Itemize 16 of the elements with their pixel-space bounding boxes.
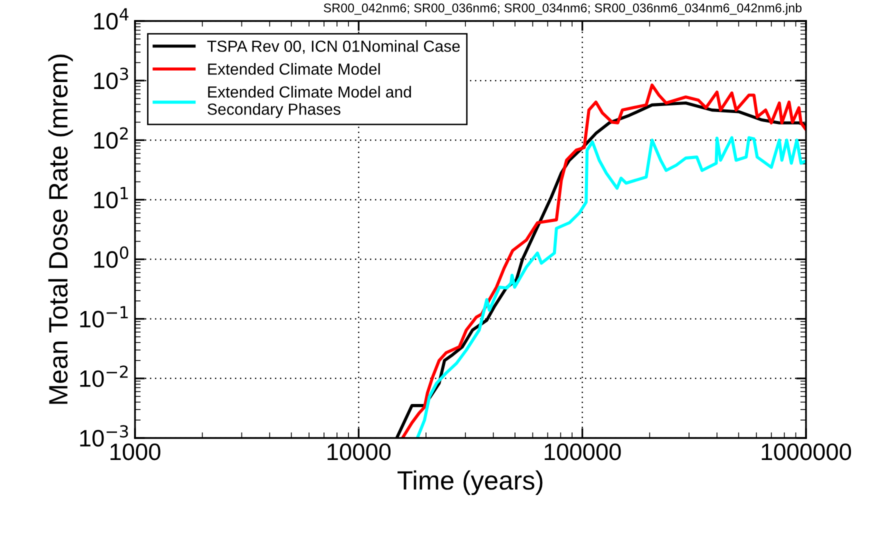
x-tick-label: 10000 <box>328 443 391 460</box>
legend-label: TSPA Rev 00, ICN 01Nominal Case <box>207 40 460 54</box>
y-tick-label: 10$^{3}$ <box>94 68 128 90</box>
text: SR00_042nm6; SR00_036nm6; SR00_034nm6; SR00_036nm6_034nm6_042nm6.jnb <box>324 3 802 15</box>
y-axis-title: Mean Total Dose Rate (mrem) <box>48 54 73 404</box>
y-tick-label: 10$^{1}$ <box>94 187 128 208</box>
y-tick-label: 10$^{0}$ <box>94 246 128 268</box>
y-tick-label: 10$^{2}$ <box>94 127 128 149</box>
y-tick-label: 10$^{4}$ <box>94 8 128 30</box>
x-tick-label: 1000000 <box>762 443 852 460</box>
x-tick-label: 100000 <box>544 443 621 460</box>
legend-label: Extended Climate Model <box>208 63 380 75</box>
x-axis-title: Time (years) <box>398 470 542 496</box>
y-tick-label: 10$^{−2}$ <box>80 366 128 388</box>
legend-label: Extended Climate Model and Secondary Phases <box>208 86 411 118</box>
y-tick-label: 10$^{−1}$ <box>80 306 128 328</box>
